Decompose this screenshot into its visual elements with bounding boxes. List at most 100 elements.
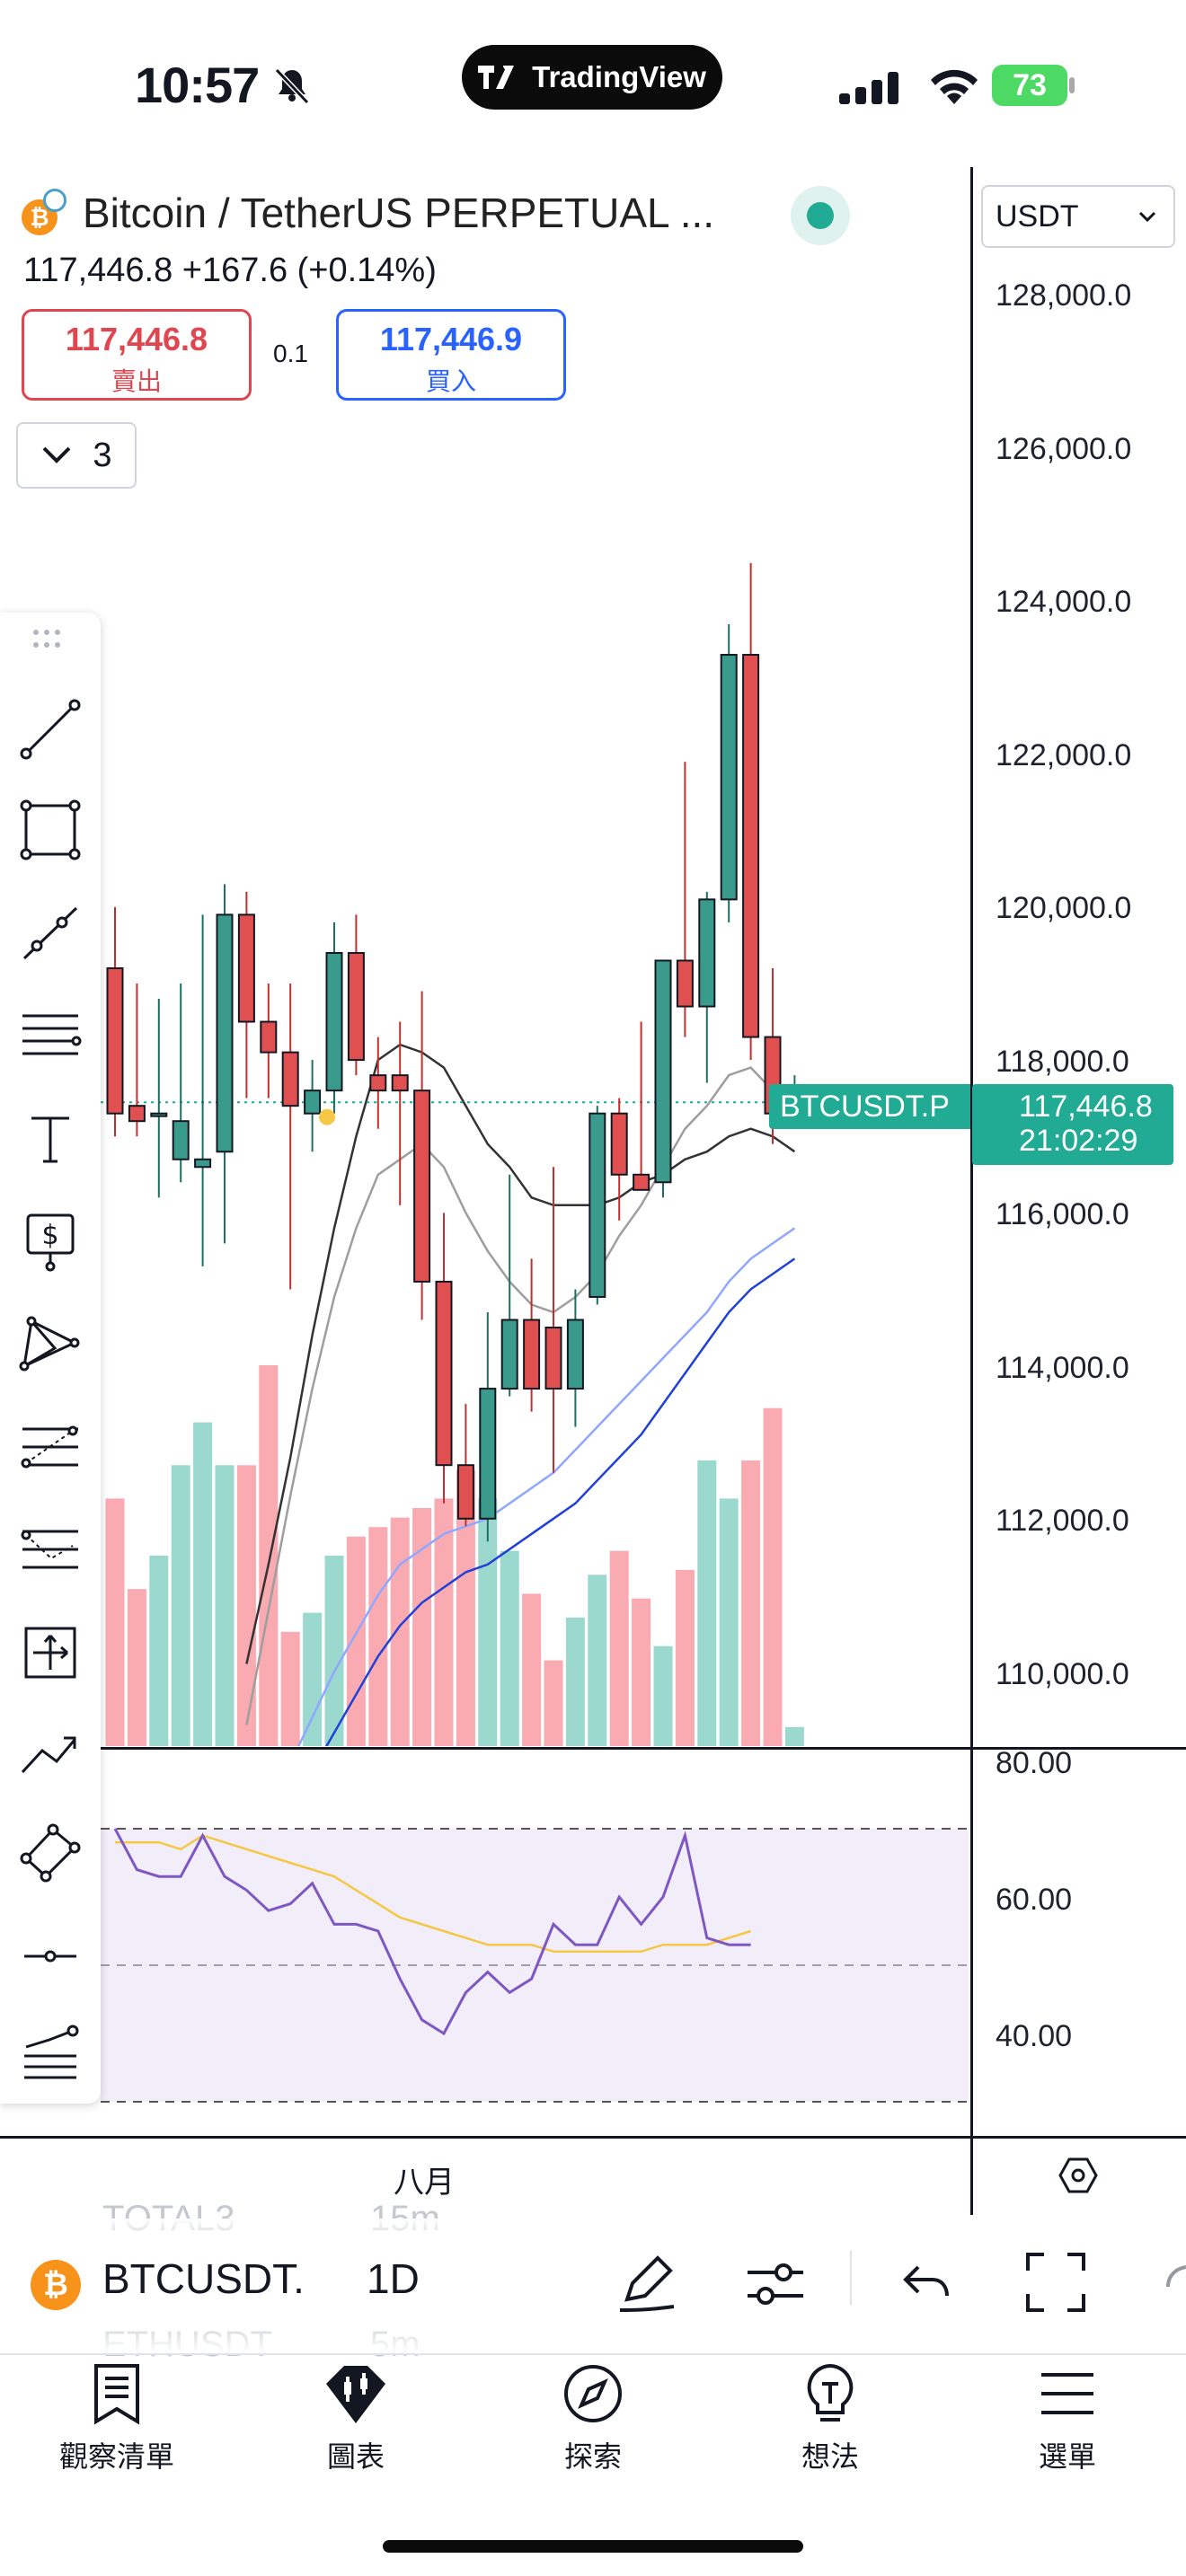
horizontal-line-icon bbox=[24, 1950, 76, 1963]
market-open-indicator[interactable] bbox=[791, 186, 850, 245]
candle-up bbox=[172, 1120, 190, 1160]
volume-bar bbox=[303, 1612, 323, 1746]
toolbar-divider bbox=[850, 2251, 852, 2305]
tradingview-pill: TradingView bbox=[462, 45, 722, 110]
volume-bar bbox=[500, 1550, 519, 1746]
volume-bar bbox=[434, 1498, 454, 1746]
measure-tool[interactable] bbox=[13, 1615, 88, 1690]
price-axis-label: 126,000.0 bbox=[996, 431, 1132, 466]
price-axis-label: 122,000.0 bbox=[996, 737, 1132, 772]
fib-retracement-icon bbox=[21, 1425, 78, 1469]
candle-down bbox=[633, 1173, 651, 1191]
buy-label: 買入 bbox=[425, 367, 476, 395]
drawing-pen-icon[interactable] bbox=[616, 2251, 679, 2316]
perpetual-badge-icon bbox=[43, 189, 66, 212]
nav-divider bbox=[0, 2353, 1186, 2355]
measure-arrows-icon bbox=[24, 1627, 76, 1679]
menu-icon bbox=[1041, 2373, 1093, 2414]
nav-menu[interactable]: 選單 bbox=[978, 2362, 1157, 2475]
indicator-settings-icon[interactable] bbox=[744, 2254, 807, 2312]
buy-button[interactable]: 117,446.9 買入 bbox=[336, 309, 566, 401]
candle-down bbox=[391, 1074, 409, 1092]
ma-line-gray bbox=[245, 1066, 796, 1725]
bar-countdown: 21:02:29 bbox=[1019, 1124, 1138, 1158]
fib-retracement-tool[interactable] bbox=[13, 1410, 88, 1486]
spread-value: 0.1 bbox=[273, 340, 308, 367]
nav-chart[interactable]: 圖表 bbox=[266, 2362, 446, 2475]
candle-up bbox=[325, 951, 343, 1092]
undo-icon[interactable] bbox=[900, 2258, 954, 2308]
more-drawing-tools-icon bbox=[24, 2025, 79, 2079]
candle-up bbox=[654, 959, 672, 1184]
bell-muted-icon bbox=[274, 67, 310, 105]
price-axis-border bbox=[970, 167, 973, 2215]
candle-down bbox=[413, 1090, 431, 1283]
interval-picker[interactable]: 1D bbox=[367, 2255, 420, 2302]
currency-select[interactable]: USDT bbox=[981, 185, 1175, 248]
currency-value: USDT bbox=[996, 198, 1079, 234]
sell-button[interactable]: 117,446.8 賣出 bbox=[22, 309, 252, 401]
path-icon bbox=[20, 1823, 81, 1883]
wifi-icon bbox=[931, 69, 978, 104]
candle-down bbox=[456, 1464, 474, 1520]
more-tools[interactable] bbox=[13, 2014, 88, 2089]
trend-line-tool[interactable] bbox=[13, 692, 88, 767]
indicators-collapse-button[interactable]: 3 bbox=[16, 422, 137, 489]
price-axis-label: 128,000.0 bbox=[996, 278, 1132, 313]
horizontal-line-tool[interactable] bbox=[13, 1919, 88, 1994]
rsi-band-fill bbox=[101, 1829, 969, 2102]
brush-tool[interactable] bbox=[13, 1816, 88, 1892]
drag-handle-icon[interactable] bbox=[32, 629, 68, 650]
volume-bar bbox=[127, 1589, 146, 1746]
candle-up bbox=[304, 1090, 322, 1115]
pane-separator[interactable] bbox=[101, 1747, 1186, 1750]
battery-indicator: 73 bbox=[992, 65, 1067, 106]
volume-bar bbox=[741, 1460, 761, 1746]
nav-ideas[interactable]: 想法 bbox=[740, 2362, 920, 2475]
candle-down bbox=[369, 1074, 387, 1092]
candle-up bbox=[500, 1319, 518, 1390]
volume-bar bbox=[215, 1465, 235, 1746]
lightbulb-icon bbox=[807, 2363, 854, 2422]
pattern-tool[interactable] bbox=[13, 1306, 88, 1381]
sell-price: 117,446.8 bbox=[65, 321, 208, 357]
volume-bar bbox=[149, 1556, 169, 1746]
volume-bar bbox=[193, 1422, 213, 1746]
nav-watchlist[interactable]: 觀察清單 bbox=[27, 2362, 207, 2475]
fib-extension-icon bbox=[21, 1530, 78, 1569]
chevron-down-icon bbox=[43, 446, 71, 463]
trend-line-icon bbox=[20, 699, 81, 760]
nav-explore[interactable]: 探索 bbox=[503, 2362, 683, 2475]
volume-bar bbox=[565, 1617, 585, 1746]
price-axis-label: 110,000.0 bbox=[996, 1656, 1129, 1691]
nav-explore-label: 探索 bbox=[563, 2440, 622, 2473]
price-chart[interactable] bbox=[0, 0, 1186, 2192]
buy-price: 117,446.9 bbox=[379, 321, 523, 357]
volume-bar bbox=[763, 1407, 783, 1746]
parallel-lines-tool[interactable] bbox=[13, 999, 88, 1074]
volume-bar bbox=[171, 1465, 190, 1746]
more-toolbar-icon[interactable] bbox=[1164, 2251, 1186, 2305]
price-axis-label: 120,000.0 bbox=[996, 891, 1132, 925]
rsi-axis-label: 80.00 bbox=[996, 1746, 1073, 1780]
chart-settings-icon[interactable] bbox=[1057, 2154, 1100, 2197]
forecast-tool[interactable] bbox=[13, 1716, 88, 1791]
price-label-tool[interactable]: $ bbox=[13, 1204, 88, 1279]
fib-extension-tool[interactable] bbox=[13, 1513, 88, 1588]
compass-icon bbox=[564, 2365, 622, 2422]
volume-bar bbox=[522, 1593, 542, 1746]
symbol-picker[interactable]: BTCUSDT. bbox=[102, 2255, 305, 2302]
symbol-title[interactable]: Bitcoin / TetherUS PERPETUAL ... bbox=[83, 190, 715, 236]
candle-down bbox=[347, 951, 365, 1062]
rsi-axis-label: 60.00 bbox=[996, 1883, 1073, 1917]
text-tool[interactable] bbox=[13, 1101, 88, 1177]
candle-down bbox=[523, 1319, 541, 1390]
battery-cap bbox=[1069, 77, 1075, 93]
volume-bar bbox=[412, 1508, 432, 1746]
ray-tool[interactable] bbox=[13, 896, 88, 972]
volume-bar bbox=[588, 1575, 607, 1746]
volume-bar bbox=[544, 1660, 563, 1746]
fullscreen-icon[interactable] bbox=[1024, 2251, 1087, 2314]
bitcoin-logo-icon: ₿ bbox=[31, 2260, 81, 2310]
rectangle-tool[interactable] bbox=[13, 792, 88, 868]
